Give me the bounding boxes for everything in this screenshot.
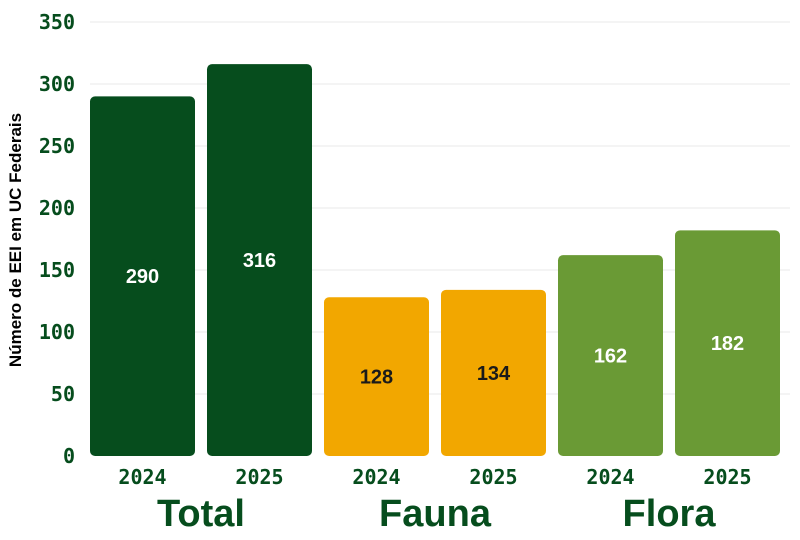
x-axis-ticks: 2024 2025 2024 2025 2024 2025: [118, 465, 751, 489]
y-axis-ticks: 0 50 100 150 200 250 300 350: [39, 10, 75, 468]
bar-flora-2025: [675, 230, 780, 456]
y-tick-label: 250: [39, 134, 75, 158]
bar-value-label: 290: [126, 266, 159, 288]
bar-value-label: 162: [594, 346, 627, 368]
bar-value-label: 316: [243, 250, 276, 272]
gridlines: [90, 21, 790, 395]
x-tick-label: 2025: [235, 465, 283, 489]
y-tick-label: 100: [39, 320, 75, 344]
group-label-total: Total: [157, 493, 245, 535]
y-tick-label: 200: [39, 196, 75, 220]
x-tick-label: 2024: [586, 465, 634, 489]
bar-value-label: 134: [477, 363, 511, 385]
y-tick-label: 350: [39, 10, 75, 34]
bar-flora-2024: [558, 255, 663, 456]
group-label-fauna: Fauna: [379, 493, 492, 535]
x-tick-label: 2024: [118, 465, 166, 489]
bar-total-2024: [90, 96, 195, 457]
bar-value-label: 182: [711, 333, 744, 355]
bar-fauna-2025: [441, 289, 546, 456]
y-tick-label: 0: [63, 444, 75, 468]
y-axis-label: Número de EEI em UC Federais: [6, 113, 25, 367]
group-labels: Total Fauna Flora: [157, 493, 716, 535]
y-tick-label: 300: [39, 72, 75, 96]
group-label-flora: Flora: [623, 493, 717, 535]
x-tick-label: 2025: [703, 465, 751, 489]
y-tick-label: 50: [51, 382, 75, 406]
bars: 290 316 128 134 162 182: [90, 64, 780, 457]
x-tick-label: 2025: [469, 465, 517, 489]
bar-fauna-2024: [324, 297, 429, 456]
bar-value-label: 128: [360, 367, 393, 389]
y-tick-label: 150: [39, 258, 75, 282]
x-tick-label: 2024: [352, 465, 400, 489]
bar-total-2025: [207, 64, 312, 456]
